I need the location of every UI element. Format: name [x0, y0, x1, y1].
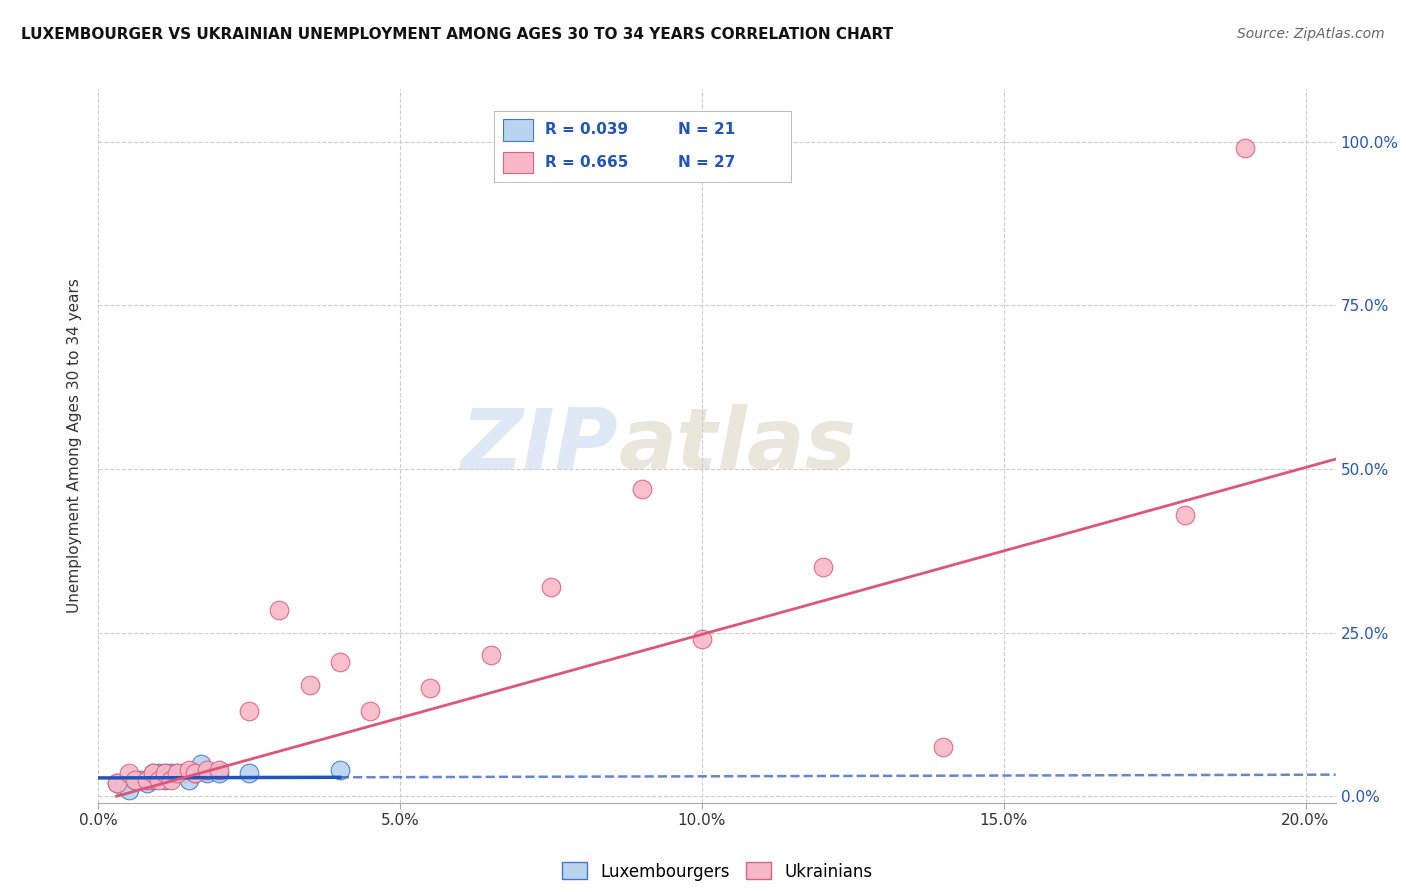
Point: [177, 772, 200, 787]
Point: [630, 482, 652, 496]
Text: ZIP: ZIP: [460, 404, 619, 488]
Point: [105, 776, 128, 790]
Point: [142, 766, 165, 780]
Point: [184, 766, 207, 780]
Text: LUXEMBOURGER VS UKRAINIAN UNEMPLOYMENT AMONG AGES 30 TO 34 YEARS CORRELATION CHA: LUXEMBOURGER VS UKRAINIAN UNEMPLOYMENT A…: [21, 27, 893, 42]
Point: [166, 766, 188, 780]
Text: N = 27: N = 27: [679, 155, 735, 170]
Point: [160, 772, 183, 787]
Point: [160, 766, 183, 780]
Point: [148, 766, 170, 780]
Text: R = 0.039: R = 0.039: [546, 122, 628, 137]
Point: [190, 756, 212, 771]
Point: [690, 632, 713, 647]
Point: [124, 772, 146, 787]
Point: [329, 763, 352, 777]
Point: [153, 766, 176, 780]
Point: [329, 655, 352, 669]
Point: [540, 580, 562, 594]
Point: [811, 560, 834, 574]
Point: [153, 766, 176, 780]
Text: N = 21: N = 21: [679, 122, 735, 137]
Point: [117, 782, 139, 797]
Point: [298, 678, 321, 692]
Point: [359, 704, 381, 718]
Point: [238, 704, 260, 718]
Point: [479, 648, 502, 663]
Point: [177, 763, 200, 777]
Point: [135, 776, 157, 790]
Bar: [503, 152, 533, 173]
Point: [1174, 508, 1197, 522]
Point: [195, 766, 218, 780]
Point: [142, 766, 165, 780]
Point: [172, 766, 194, 780]
Point: [932, 740, 955, 755]
Point: [117, 766, 139, 780]
Y-axis label: Unemployment Among Ages 30 to 34 years: Unemployment Among Ages 30 to 34 years: [67, 278, 83, 614]
Text: atlas: atlas: [619, 404, 856, 488]
Point: [184, 766, 207, 780]
Point: [105, 776, 128, 790]
Point: [419, 681, 441, 696]
Point: [269, 602, 291, 616]
Point: [142, 772, 165, 787]
Point: [195, 763, 218, 777]
Text: Source: ZipAtlas.com: Source: ZipAtlas.com: [1237, 27, 1385, 41]
Point: [124, 772, 146, 787]
Bar: [503, 120, 533, 141]
Legend: Luxembourgers, Ukrainians: Luxembourgers, Ukrainians: [555, 855, 879, 888]
Point: [166, 766, 188, 780]
Point: [1234, 141, 1257, 155]
Point: [238, 766, 260, 780]
Point: [111, 780, 134, 794]
Point: [208, 763, 231, 777]
Point: [129, 772, 152, 787]
Point: [208, 766, 231, 780]
Point: [148, 772, 170, 787]
Text: R = 0.665: R = 0.665: [546, 155, 628, 170]
Point: [153, 772, 176, 787]
Point: [135, 772, 157, 787]
